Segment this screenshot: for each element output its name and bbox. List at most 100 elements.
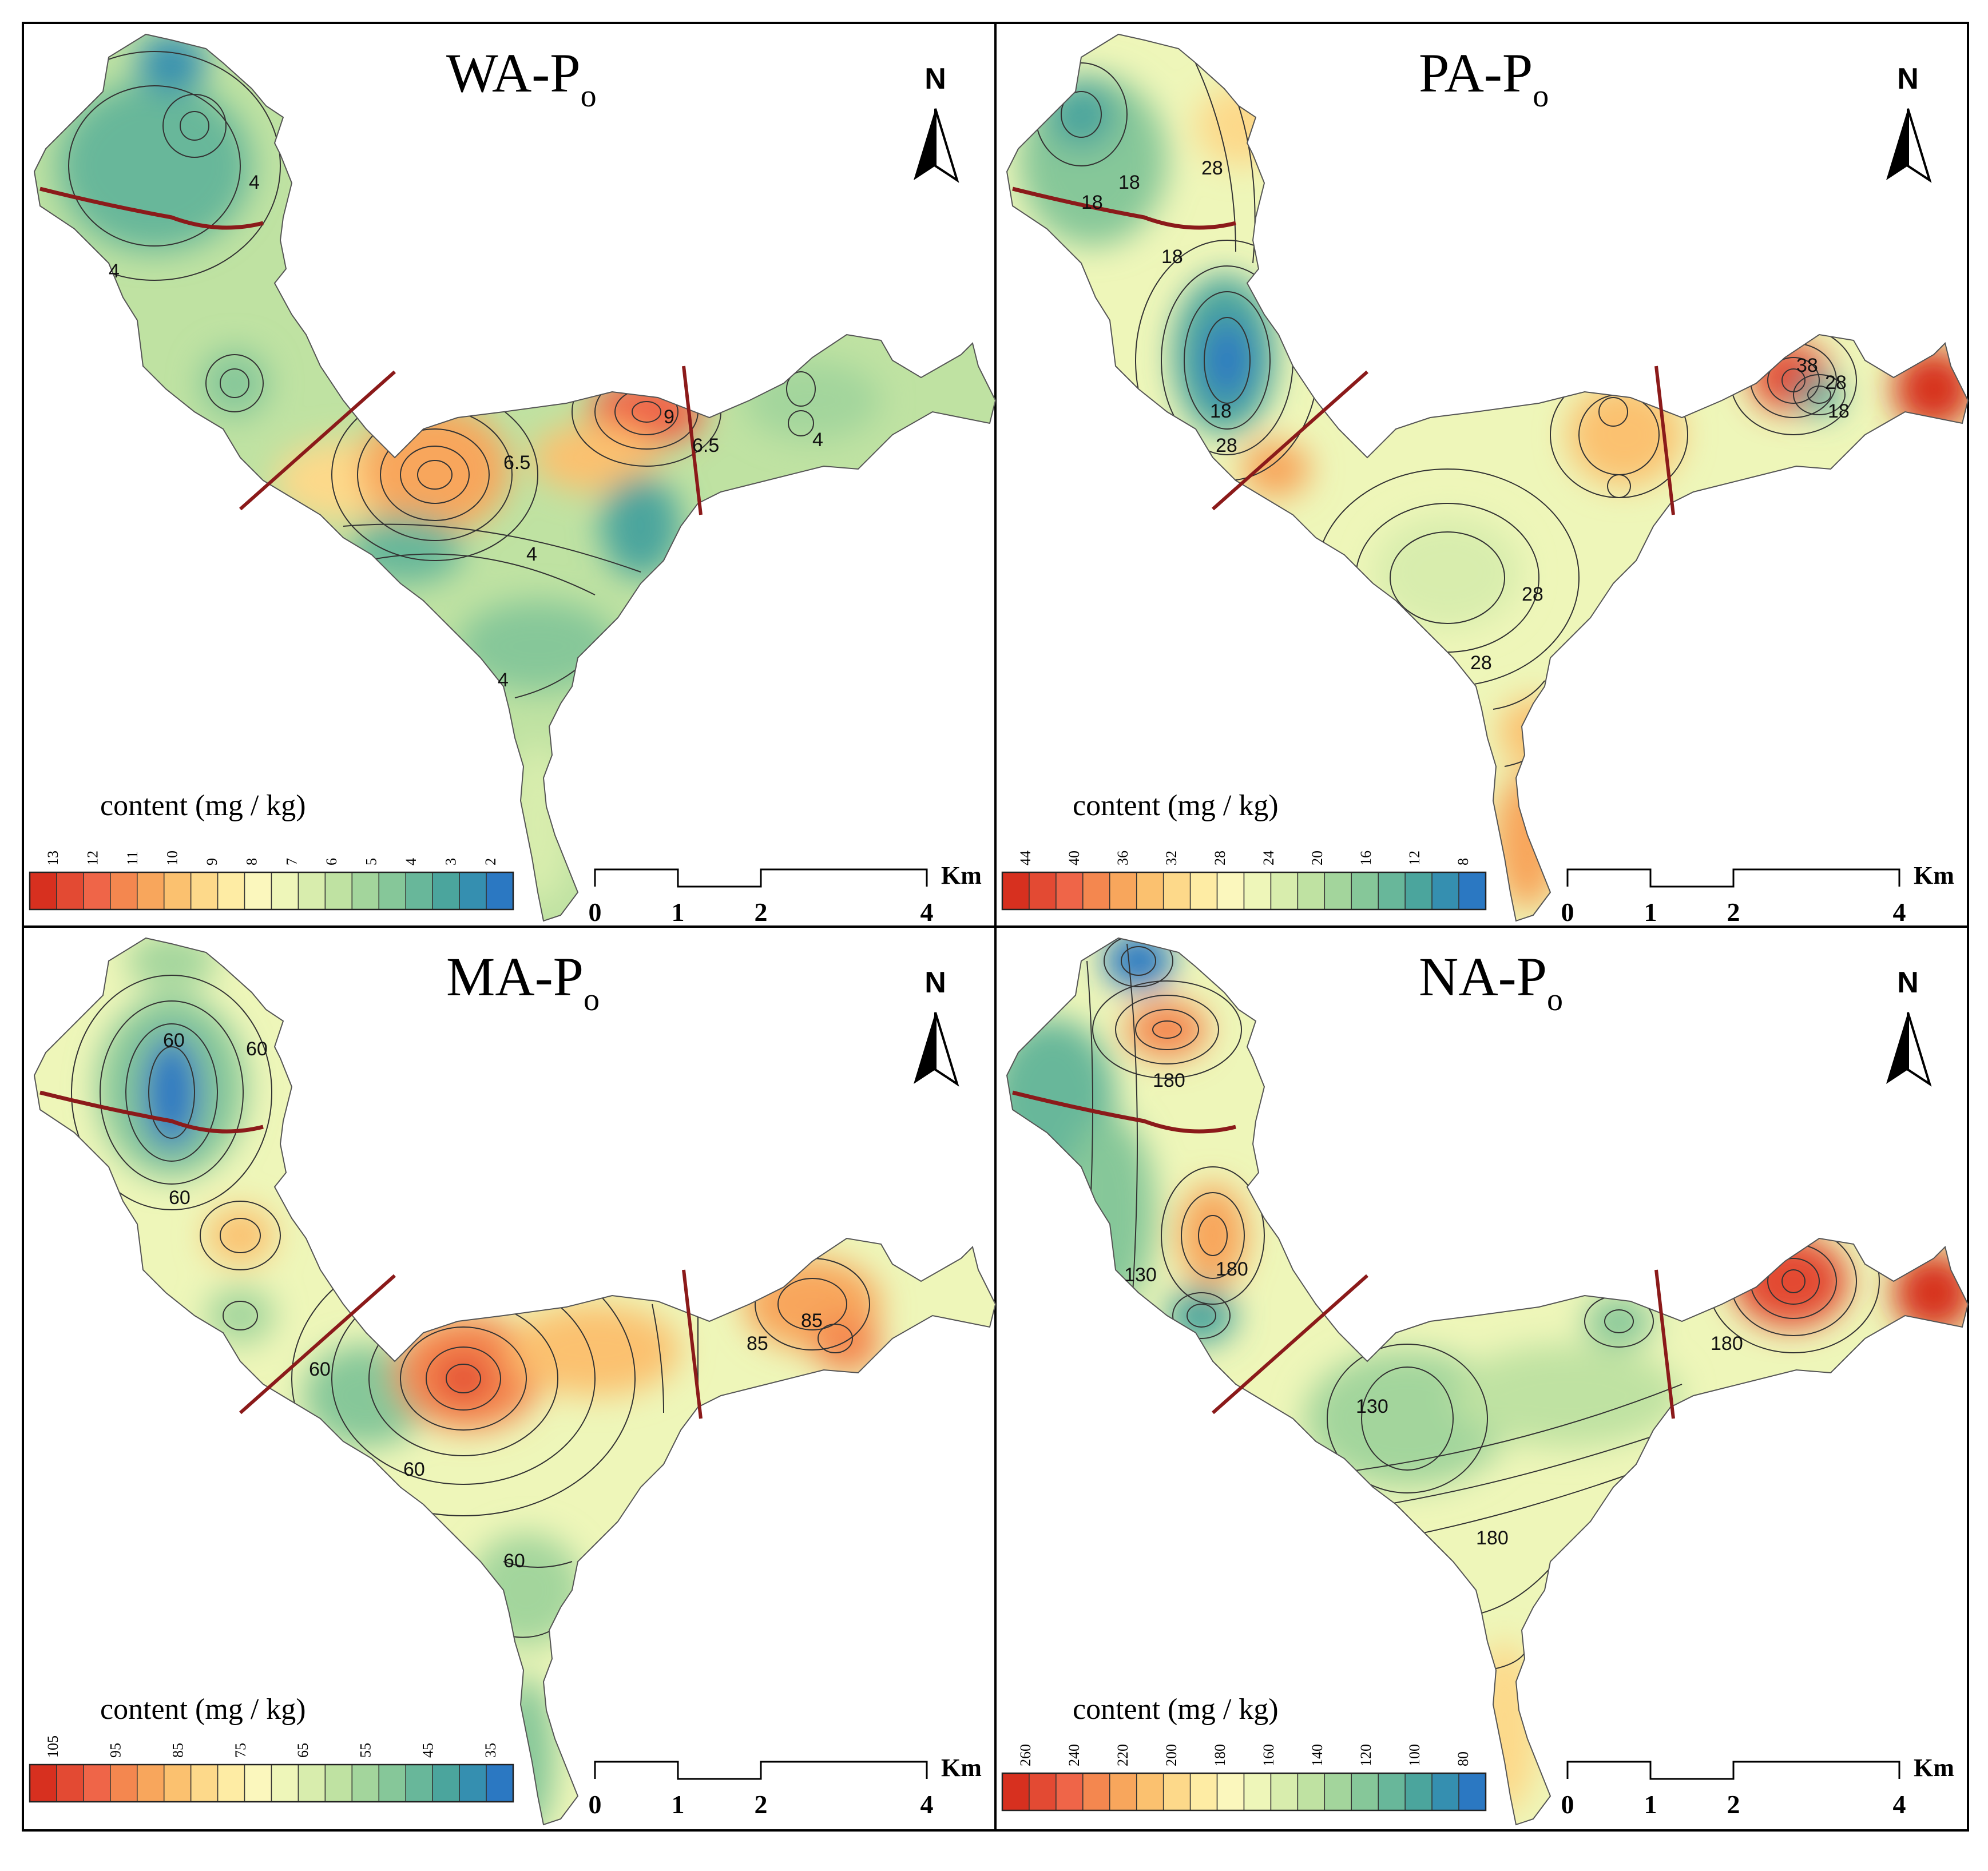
scale-bar-line	[1566, 868, 1900, 888]
legend-tick: 105	[45, 1735, 61, 1758]
contour-labels: 180 130 180 130 180 180	[1124, 1070, 1743, 1549]
legend-swatch	[217, 1764, 245, 1802]
legend-bar: 44 40 36 32 28 24 20 16 12 8	[1001, 851, 1487, 911]
legend-tick: 5	[363, 858, 379, 865]
section-line	[239, 370, 396, 511]
contour-label: 60	[169, 1187, 191, 1209]
legend-tick: 85	[170, 1743, 187, 1758]
legend-tick: 4	[403, 858, 419, 865]
scale-tick: 2	[755, 1790, 768, 1819]
legend-swatch	[1297, 872, 1326, 910]
legend-swatch	[378, 1764, 406, 1802]
scale-unit: Km	[941, 1754, 982, 1782]
scale-tick: 0	[1561, 1790, 1574, 1819]
contour-labels: 60 60 60 60 60 60 85 85	[163, 1030, 823, 1572]
legend-tick: 32	[1163, 851, 1180, 865]
contour-label: 18	[1210, 400, 1232, 422]
contour-label: 18	[1161, 246, 1183, 268]
legend-swatch	[271, 872, 299, 910]
contour-label: 18	[1118, 172, 1140, 193]
contour-label: 60	[403, 1459, 425, 1480]
legend-swatch	[351, 1764, 380, 1802]
legend-swatch	[1082, 1773, 1110, 1811]
legend-swatch	[1404, 1773, 1433, 1811]
panel-title: PA-Po	[1419, 42, 1549, 114]
map-pa	[1007, 34, 1968, 921]
legend-swatch	[1431, 872, 1459, 910]
legend-tick: 45	[420, 1743, 437, 1758]
legend-swatch	[432, 1764, 460, 1802]
section-line	[1212, 1274, 1368, 1415]
boundary-line	[1012, 186, 1236, 230]
section-line	[239, 1274, 396, 1415]
legend-tick: 200	[1163, 1744, 1180, 1766]
legend-swatch	[297, 1764, 326, 1802]
contour-label: 85	[801, 1310, 823, 1332]
legend-swatch	[1297, 1773, 1326, 1811]
legend-swatch	[459, 872, 487, 910]
legend-tick: 8	[244, 858, 260, 865]
legend-swatch	[1404, 872, 1433, 910]
legend-tick: 12	[1406, 851, 1423, 865]
legend-tick: 20	[1309, 851, 1326, 865]
legend-tick: 36	[1114, 851, 1131, 865]
legend-swatch	[1324, 872, 1352, 910]
legend-tick: 55	[357, 1743, 374, 1758]
legend-tick: 160	[1260, 1744, 1277, 1766]
legend-bar: 13 12 11 10 9 8 7 6 5 4 3 2	[29, 851, 514, 911]
contour-label: 28	[1201, 157, 1223, 179]
scale-bar-line	[1566, 1761, 1900, 1780]
section-line	[682, 1269, 703, 1419]
legend-title: content (mg / kg)	[1073, 789, 1279, 822]
north-label: N	[1897, 62, 1919, 96]
scale-tick: 2	[1727, 897, 1740, 927]
legend-tick: 9	[204, 858, 220, 865]
legend-swatch	[405, 872, 433, 910]
contour-label: 28	[1522, 583, 1543, 605]
contour-labels: 4 4 6.5 4 4 9 6.5 4	[109, 172, 823, 691]
legend-swatch	[1324, 1773, 1352, 1811]
panel-title: WA-Po	[446, 42, 597, 114]
contour-label: 60	[309, 1358, 331, 1380]
legend-swatch	[1378, 1773, 1406, 1811]
legend-tick: 44	[1017, 851, 1034, 865]
legend-swatch	[1216, 872, 1245, 910]
legend-swatch	[271, 1764, 299, 1802]
legend-swatch	[432, 872, 460, 910]
boundary-line	[39, 186, 264, 230]
legend-swatch	[486, 872, 514, 910]
scale-bar-line	[594, 868, 928, 888]
contour-label: 4	[249, 172, 260, 193]
legend-swatch	[1082, 872, 1110, 910]
contour-label: 38	[1796, 355, 1818, 376]
legend-swatch	[1270, 1773, 1299, 1811]
legend-swatch	[459, 1764, 487, 1802]
legend-swatch	[29, 872, 57, 910]
legend-swatch	[1431, 1773, 1459, 1811]
section-line	[1654, 366, 1675, 515]
legend-swatch	[486, 1764, 514, 1802]
scale-tick: 0	[1561, 897, 1574, 927]
north-arrow-icon	[912, 1011, 958, 1085]
map-ma	[34, 938, 995, 1825]
contour-label: 28	[1216, 435, 1237, 456]
legend-title: content (mg / kg)	[1073, 1693, 1279, 1726]
scale-bar: 0 1 2 4Km	[1561, 861, 1954, 927]
contour-label: 180	[1711, 1333, 1743, 1354]
legend-swatch	[1189, 872, 1218, 910]
legend-swatch	[137, 872, 165, 910]
legend-tick: 260	[1017, 1744, 1034, 1766]
legend-tick: 13	[45, 851, 61, 865]
boundary-line	[39, 1090, 264, 1134]
scale-bar: 0 1 2 4Km	[589, 861, 982, 927]
section-line	[1654, 1269, 1675, 1419]
legend-swatch	[110, 1764, 138, 1802]
contour-label: 60	[163, 1030, 185, 1051]
contour-label: 6.5	[503, 452, 530, 474]
legend-swatch	[110, 872, 138, 910]
scale-unit: Km	[941, 861, 982, 889]
legend-swatch	[244, 1764, 272, 1802]
legend-swatch	[1002, 872, 1030, 910]
legend-swatch	[1458, 1773, 1486, 1811]
contour-label: 4	[498, 669, 509, 691]
